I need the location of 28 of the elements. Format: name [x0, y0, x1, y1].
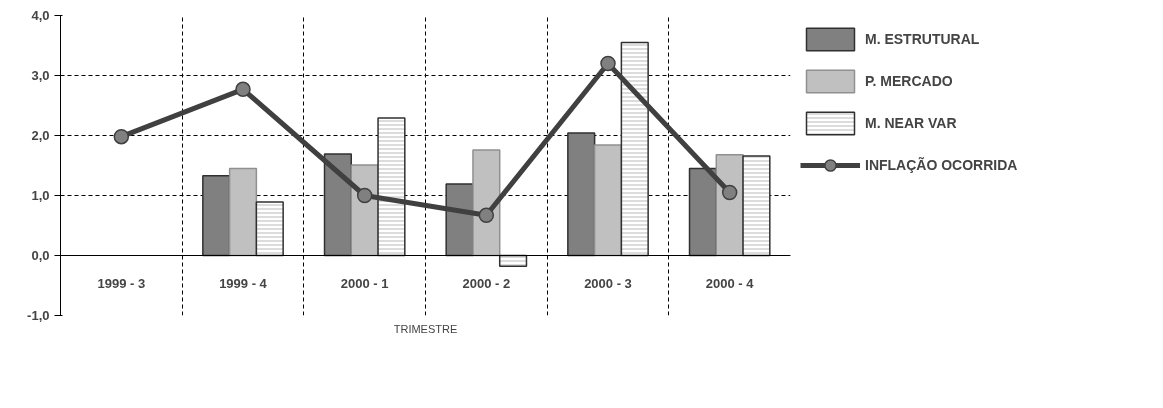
point	[600, 55, 616, 72]
point	[235, 81, 251, 98]
x-tick-label: 2000 - 3	[584, 275, 632, 291]
bar	[567, 132, 596, 257]
bar	[228, 167, 258, 257]
point	[721, 184, 738, 201]
x-tick-label: 1999 - 4	[219, 275, 268, 291]
y-tick-label: 3,0	[31, 68, 50, 83]
bar	[593, 144, 623, 257]
y-tick-label: -1,0	[27, 308, 50, 323]
legend-label: M. ESTRUTURAL	[865, 31, 980, 47]
legend-label: M. NEAR VAR	[865, 115, 957, 131]
y-tick-label: 1,0	[31, 188, 50, 203]
legend-label: INFLAÇÃO OCORRIDA	[865, 157, 1018, 173]
point	[113, 128, 130, 145]
x-axis-title: TRIMESTRE	[393, 322, 458, 335]
point	[478, 207, 495, 224]
y-tick-label: 0,0	[31, 248, 50, 263]
bar	[688, 167, 718, 257]
x-tick-label: 2000 - 4	[705, 275, 755, 291]
bar	[202, 174, 231, 257]
x-tick-label: 2000 - 1	[340, 275, 389, 291]
y-tick-label: 2,0	[31, 128, 50, 143]
x-tick-label: 2000 - 2	[462, 275, 511, 291]
y-tick-label: 4,0	[31, 8, 50, 23]
legend-label: P. MERCADO	[865, 73, 953, 89]
point	[356, 187, 373, 204]
x-tick-label: 1999 - 3	[97, 275, 146, 291]
